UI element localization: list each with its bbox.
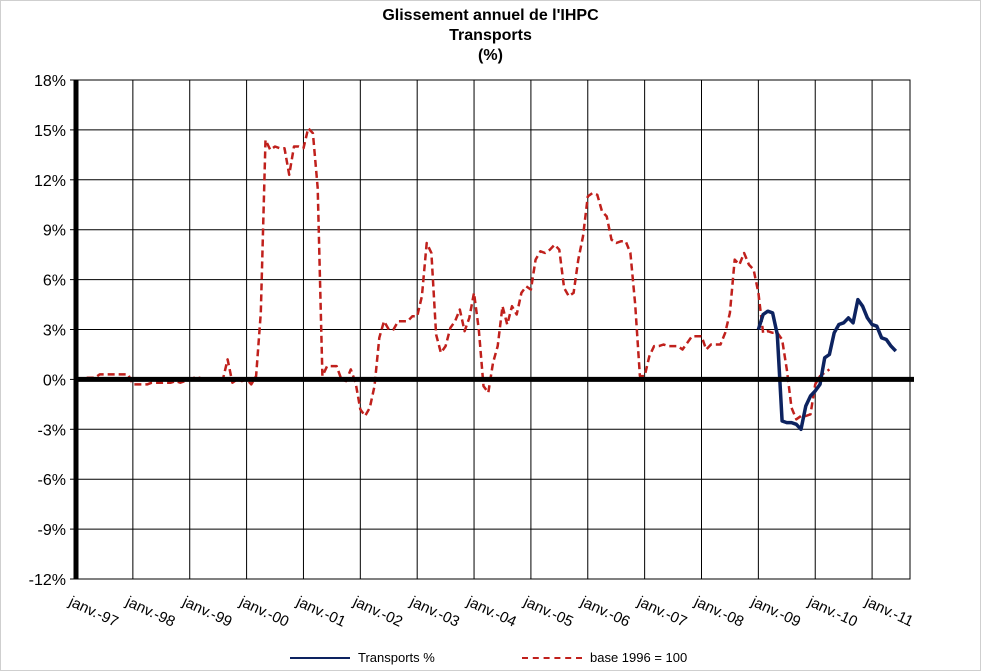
y-tick-label: 3% bbox=[43, 323, 66, 340]
x-tick-label: janv.-98 bbox=[122, 593, 177, 631]
y-axis-ticks: 18% 15% 12% 9% 6% 3% 0% -3% -6% -9% -12% bbox=[29, 73, 66, 589]
x-tick-label: janv.-09 bbox=[748, 593, 803, 631]
y-tick-label: -3% bbox=[38, 422, 66, 439]
legend-label-base-1996: base 1996 = 100 bbox=[590, 650, 688, 665]
x-tick-label: janv.-08 bbox=[691, 593, 746, 631]
legend-swatch-dashed bbox=[522, 656, 582, 659]
legend: Transports % base 1996 = 100 bbox=[290, 650, 890, 668]
chart-subtitle: Transports bbox=[449, 27, 532, 44]
y-tick-label: 6% bbox=[43, 273, 66, 290]
series-line-base-1996 bbox=[76, 126, 831, 421]
chart-unit: (%) bbox=[478, 47, 503, 64]
chart-title-block: Glissement annuel de l'IHPC Transports (… bbox=[0, 6, 981, 66]
grid bbox=[70, 79, 911, 580]
y-tick-label: 12% bbox=[34, 173, 66, 190]
x-tick-label: janv.-07 bbox=[634, 593, 689, 631]
y-tick-label: -6% bbox=[38, 472, 66, 489]
x-tick-label: janv.-01 bbox=[293, 593, 348, 631]
legend-label-transports: Transports % bbox=[358, 650, 435, 665]
x-tick-label: janv.-10 bbox=[805, 593, 860, 631]
y-tick-label: 0% bbox=[43, 372, 66, 389]
x-tick-label: janv.-02 bbox=[350, 593, 405, 631]
y-tick-label: 9% bbox=[43, 223, 66, 240]
chart-title: Glissement annuel de l'IHPC bbox=[382, 7, 599, 24]
x-tick-label: janv.-00 bbox=[236, 593, 291, 631]
legend-swatch-solid bbox=[290, 656, 350, 659]
legend-item-base-1996: base 1996 = 100 bbox=[522, 650, 687, 665]
legend-item-transports: Transports % bbox=[290, 650, 435, 665]
y-tick-label: -12% bbox=[29, 572, 66, 589]
x-axis-ticks: janv.-97 janv.-98 janv.-99 janv.-00 janv.-01… bbox=[65, 593, 916, 631]
y-tick-label: -9% bbox=[38, 522, 66, 539]
series-group bbox=[76, 126, 898, 432]
x-tick-label: janv.-06 bbox=[577, 593, 632, 631]
x-tick-label: janv.-03 bbox=[407, 593, 462, 631]
x-tick-label: janv.-11 bbox=[861, 593, 915, 630]
y-tick-label: 15% bbox=[34, 123, 66, 140]
x-tick-label: janv.-04 bbox=[463, 593, 518, 631]
x-tick-label: janv.-97 bbox=[65, 593, 120, 631]
y-tick-label: 18% bbox=[34, 73, 66, 90]
x-tick-label: janv.-99 bbox=[179, 593, 234, 631]
series-line-transports bbox=[756, 297, 898, 432]
x-tick-label: janv.-05 bbox=[520, 593, 575, 631]
axes bbox=[73, 80, 914, 579]
